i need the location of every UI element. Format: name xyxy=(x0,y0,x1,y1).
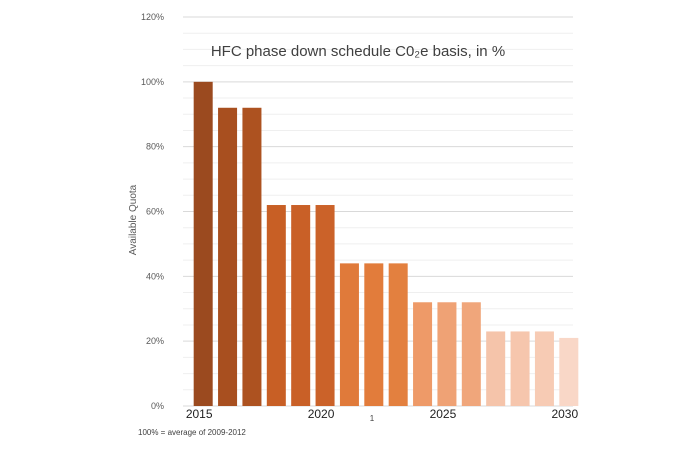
bars xyxy=(193,81,579,407)
bar-2016 xyxy=(218,107,238,407)
y-axis-title: Available Quota xyxy=(128,184,139,255)
x-tick-label: 2030 xyxy=(551,407,578,421)
bar-2026 xyxy=(461,302,481,406)
bar-2024 xyxy=(413,302,433,406)
bar-2028 xyxy=(510,331,530,406)
x-axis-ticks: 2015 2020 2025 2030 xyxy=(186,407,579,421)
footnote-marker: 1 xyxy=(370,414,375,423)
x-tick-label: 2020 xyxy=(308,407,335,421)
bar-2021 xyxy=(339,263,359,406)
bar-2019 xyxy=(291,205,311,406)
bar-2030 xyxy=(559,337,579,406)
bar-2017 xyxy=(242,107,262,407)
bar-2027 xyxy=(486,331,506,406)
y-tick-label: 40% xyxy=(146,271,164,281)
bar-2020 xyxy=(315,205,335,406)
x-tick-label: 2025 xyxy=(430,407,457,421)
bar-2023 xyxy=(388,263,408,406)
y-axis-ticks: 0% 20% 40% 60% 80% 100% 120% xyxy=(141,12,164,411)
bar-2025 xyxy=(437,302,457,406)
x-tick-label: 2015 xyxy=(186,407,213,421)
y-tick-label: 20% xyxy=(146,336,164,346)
bar-2015 xyxy=(193,81,213,406)
chart-title: HFC phase down schedule C0₂e basis, in % xyxy=(211,43,505,60)
bar-2018 xyxy=(266,205,286,406)
y-tick-label: 120% xyxy=(141,12,164,22)
y-tick-label: 80% xyxy=(146,142,164,152)
y-tick-label: 0% xyxy=(151,401,164,411)
bar-2029 xyxy=(534,331,554,406)
footnote: 100% = average of 2009-2012 xyxy=(138,428,246,437)
y-tick-label: 100% xyxy=(141,77,164,87)
y-tick-label: 60% xyxy=(146,207,164,217)
bar-2022 xyxy=(364,263,384,406)
